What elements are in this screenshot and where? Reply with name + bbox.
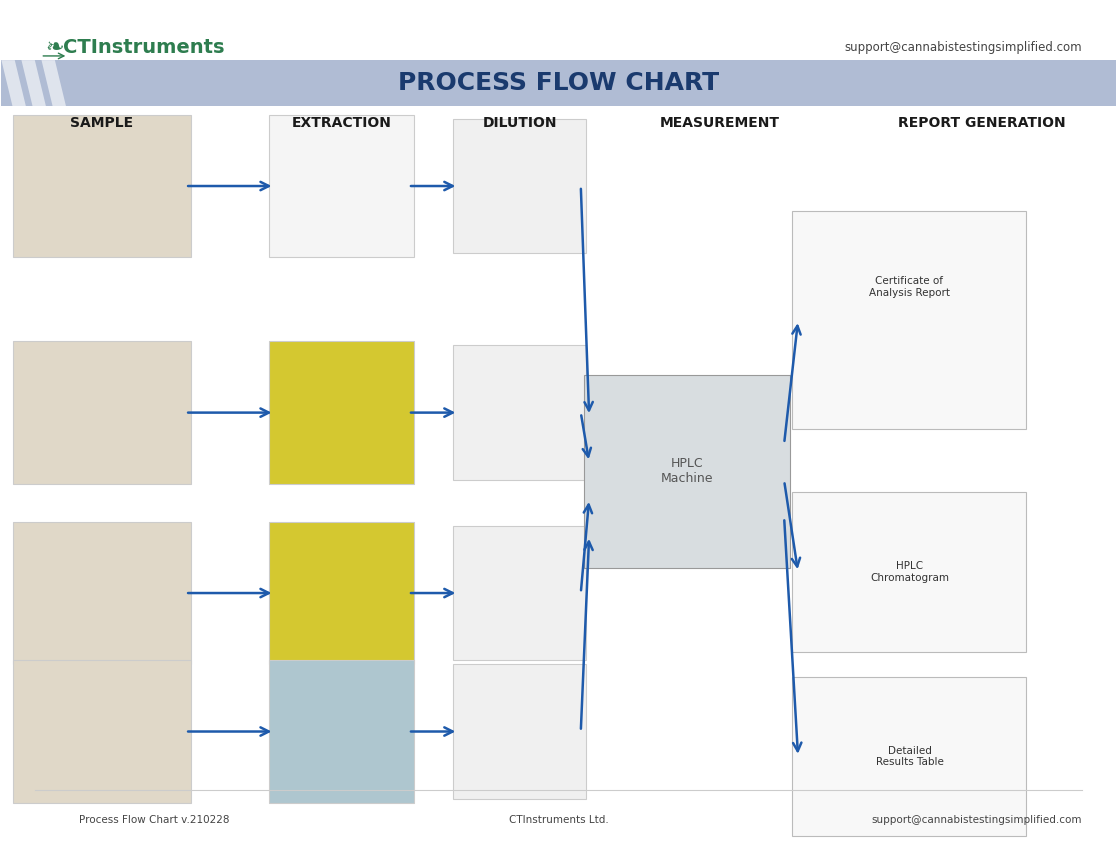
Text: CTInstruments: CTInstruments	[63, 38, 225, 57]
Text: Certificate of
Analysis Report: Certificate of Analysis Report	[869, 276, 949, 297]
Text: support@cannabistestingsimplified.com: support@cannabistestingsimplified.com	[844, 41, 1082, 54]
Text: CTInstruments Ltd.: CTInstruments Ltd.	[508, 814, 609, 824]
Text: Detailed
Results Table: Detailed Results Table	[876, 746, 944, 768]
Text: DILUTION: DILUTION	[483, 116, 556, 130]
Text: HPLC
Machine: HPLC Machine	[660, 457, 713, 485]
FancyBboxPatch shape	[452, 664, 586, 799]
Text: ❧: ❧	[46, 38, 71, 57]
FancyBboxPatch shape	[792, 677, 1027, 836]
FancyBboxPatch shape	[792, 493, 1027, 652]
FancyBboxPatch shape	[12, 115, 191, 258]
FancyBboxPatch shape	[12, 341, 191, 484]
Text: support@cannabistestingsimplified.com: support@cannabistestingsimplified.com	[871, 814, 1082, 824]
Text: PROCESS FLOW CHART: PROCESS FLOW CHART	[398, 72, 719, 95]
FancyBboxPatch shape	[452, 526, 586, 660]
Text: HPLC
Chromatogram: HPLC Chromatogram	[870, 562, 949, 583]
FancyBboxPatch shape	[269, 522, 413, 664]
Text: SAMPLE: SAMPLE	[70, 116, 133, 130]
Text: Process Flow Chart v.210228: Process Flow Chart v.210228	[79, 814, 230, 824]
Text: EXTRACTION: EXTRACTION	[292, 116, 391, 130]
FancyBboxPatch shape	[583, 375, 790, 568]
FancyBboxPatch shape	[12, 660, 191, 802]
Polygon shape	[41, 60, 66, 106]
FancyBboxPatch shape	[269, 341, 413, 484]
FancyBboxPatch shape	[269, 660, 413, 802]
FancyBboxPatch shape	[452, 119, 586, 253]
FancyBboxPatch shape	[12, 522, 191, 664]
FancyBboxPatch shape	[792, 211, 1027, 429]
Text: REPORT GENERATION: REPORT GENERATION	[898, 116, 1066, 130]
Text: MEASUREMENT: MEASUREMENT	[660, 116, 780, 130]
FancyBboxPatch shape	[452, 345, 586, 480]
Polygon shape	[21, 60, 46, 106]
FancyBboxPatch shape	[269, 115, 413, 258]
Polygon shape	[1, 60, 26, 106]
FancyBboxPatch shape	[1, 60, 1116, 106]
